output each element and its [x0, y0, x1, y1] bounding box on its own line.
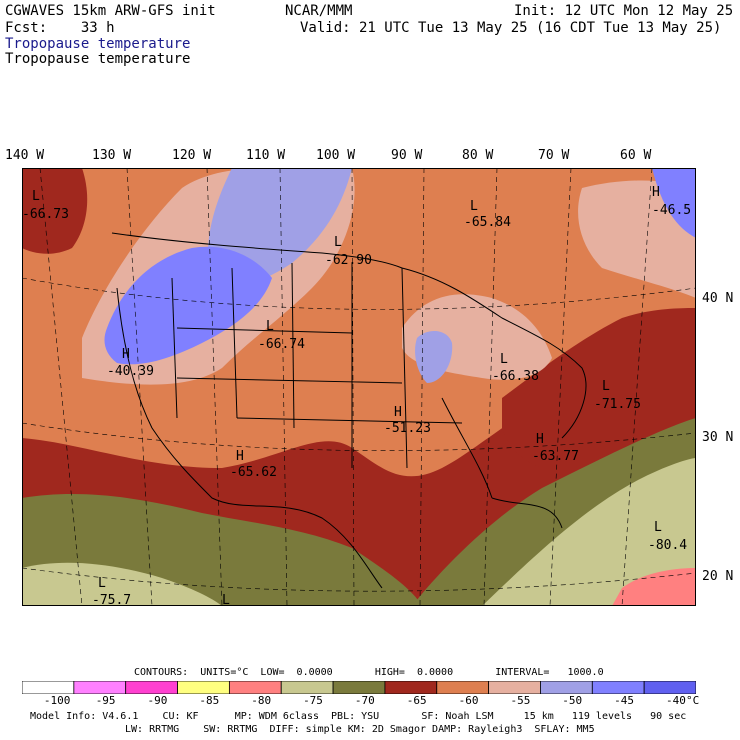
lon-label: 70 W	[538, 148, 570, 163]
lon-label: 140 W	[5, 148, 45, 163]
colorbar-swatch	[332, 681, 386, 694]
colorbar-tick-label: -80	[251, 694, 272, 707]
extreme-marker: L	[98, 576, 106, 591]
colorbar-swatch	[643, 681, 696, 694]
field-region-darkred-east	[502, 308, 696, 471]
field-title-primary: Tropopause temperature	[5, 36, 191, 52]
colorbar-tick-label: -75	[303, 694, 323, 707]
extreme-marker: L	[470, 199, 478, 214]
extreme-marker: H	[652, 185, 660, 200]
colorbar-swatch	[488, 681, 541, 694]
extreme-value: -80.4	[648, 538, 687, 553]
colorbar-tick-label: -45	[614, 694, 635, 707]
model-info-line2: LW: RRTMG SW: RRTMG DIFF: simple KM: 2D …	[125, 724, 595, 735]
lon-label: 80 W	[462, 148, 494, 163]
extreme-value: -75.7	[92, 593, 131, 606]
extreme-marker: L	[500, 352, 508, 367]
run-title: CGWAVES 15km ARW-GFS init	[5, 3, 216, 19]
field-region-pink	[612, 568, 696, 606]
extreme-value: -46.5	[652, 203, 691, 218]
extreme-marker: H	[536, 432, 544, 447]
colorbar-tick-label: -40	[666, 694, 686, 707]
extreme-value: -66.73	[22, 207, 69, 222]
extreme-value: -71.75	[594, 397, 641, 412]
colorbar-swatch	[177, 681, 230, 694]
colorbar-swatch	[591, 681, 645, 694]
colorbar-tick-label: -95	[95, 694, 116, 707]
lon-label: 60 W	[620, 148, 652, 163]
field-region-salmon-northeast	[578, 180, 696, 298]
extreme-marker: H	[122, 347, 130, 362]
colorbar-tick-label: -55	[510, 694, 531, 707]
extreme-marker: L	[654, 520, 662, 535]
colorbar-swatch	[384, 681, 438, 694]
extreme-value: -40.39	[107, 364, 154, 379]
colorbar-tick-label: -90	[147, 694, 168, 707]
extreme-value: -66.38	[492, 369, 539, 384]
field-title-secondary: Tropopause temperature	[5, 51, 191, 67]
lon-label: 120 W	[172, 148, 212, 163]
colorbar-tick-label: -65	[406, 694, 427, 707]
extreme-value: -66.74	[258, 337, 305, 352]
colorbar-swatch	[73, 681, 127, 694]
valid-time: Valid: 21 UTC Tue 13 May 25 (16 CDT Tue …	[300, 20, 722, 36]
lat-label: 30 N	[702, 430, 734, 445]
colorbar-tick-label: °C	[686, 694, 700, 707]
contours-info: CONTOURS: UNITS=°C LOW= 0.0000 HIGH= 0.0…	[134, 667, 604, 678]
colorbar-tick-label: -60	[458, 694, 479, 707]
lat-label: 40 N	[702, 291, 734, 306]
colorbar-tick-label: -50	[562, 694, 583, 707]
institution-label: NCAR/MMM	[285, 3, 353, 19]
extreme-value: -65.84	[464, 215, 511, 230]
lon-label: 130 W	[92, 148, 132, 163]
graticule	[22, 168, 696, 606]
field-region-lightolive	[22, 562, 222, 606]
colorbar-tick-label: -85	[199, 694, 220, 707]
extreme-marker: L	[222, 593, 230, 606]
lon-label: 100 W	[316, 148, 356, 163]
extreme-value: -63.77	[532, 449, 579, 464]
lon-label: 90 W	[391, 148, 423, 163]
extreme-value: -65.62	[230, 465, 277, 480]
field-region-blue-west	[104, 246, 272, 365]
colorbar	[22, 681, 696, 694]
extreme-value: -51.23	[384, 421, 431, 436]
colorbar-swatch	[125, 681, 178, 694]
extreme-marker: L	[32, 189, 40, 204]
lat-label: 20 N	[702, 569, 734, 584]
colorbar-tick-label: -70	[354, 694, 375, 707]
colorbar-tick-label: -100	[43, 694, 71, 707]
extreme-marker: L	[334, 235, 342, 250]
colorbar-swatch	[436, 681, 490, 694]
model-info-line1: Model Info: V4.6.1 CU: KF MP: WDM 6class…	[30, 711, 687, 722]
extreme-marker: H	[236, 449, 244, 464]
extreme-value: -62.90	[325, 253, 372, 268]
field-region-lightolive-east	[482, 458, 696, 606]
colorbar-swatch	[280, 681, 334, 694]
extreme-marker: L	[266, 319, 274, 334]
field-region-blue-northeast	[652, 168, 696, 238]
extreme-marker: H	[394, 405, 402, 420]
tropopause-temperature-map: L -66.73 L -65.84 H -46.5 L -62.90 L -66…	[22, 168, 696, 606]
colorbar-swatch	[228, 681, 282, 694]
init-time: Init: 12 UTC Mon 12 May 25	[514, 3, 734, 19]
extreme-marker: L	[602, 379, 610, 394]
field-region-darkred-northwest	[22, 168, 88, 254]
colorbar-swatch	[22, 681, 75, 694]
boundary-lines	[111, 232, 587, 589]
field-region-lavender-lakes	[415, 331, 453, 383]
colorbar-swatch	[540, 681, 593, 694]
forecast-hour: Fcst: 33 h	[5, 20, 115, 36]
lon-label: 110 W	[246, 148, 286, 163]
